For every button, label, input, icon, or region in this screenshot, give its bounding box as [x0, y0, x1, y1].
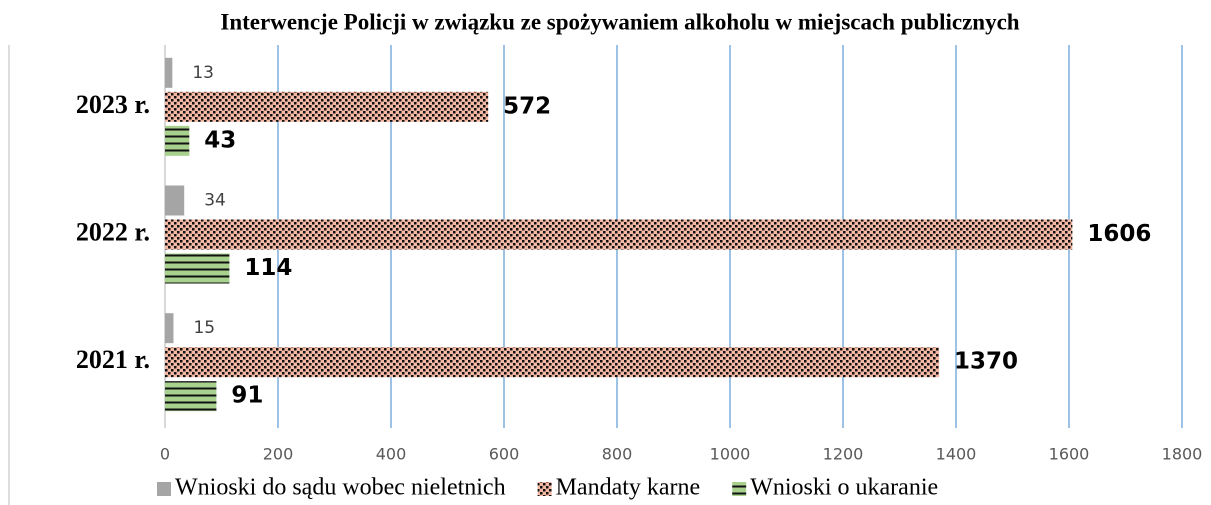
x-tick-label: 200 — [263, 445, 294, 464]
bar — [165, 185, 185, 216]
data-label: 15 — [193, 318, 215, 338]
y-tick-label: 2022 r. — [76, 217, 150, 246]
x-tick-label: 800 — [602, 445, 633, 464]
data-label: 91 — [231, 383, 263, 409]
data-label: 1606 — [1087, 221, 1151, 247]
legend-swatch — [537, 482, 552, 496]
legend-swatch — [732, 482, 747, 496]
x-tick-label: 1600 — [1049, 445, 1090, 464]
data-label: 34 — [204, 191, 226, 211]
data-label: 1370 — [954, 349, 1018, 375]
legend-label: Wnioski o ukaranie — [750, 475, 938, 501]
x-tick-label: 1400 — [936, 445, 977, 464]
x-tick-label: 600 — [489, 445, 520, 464]
y-tick-label: 2021 r. — [76, 345, 150, 374]
bar — [165, 381, 217, 412]
data-label: 572 — [503, 93, 551, 119]
x-tick-label: 400 — [376, 445, 407, 464]
bar — [165, 91, 489, 122]
x-tick-label: 1800 — [1162, 445, 1203, 464]
data-label: 43 — [204, 127, 236, 153]
legend-label: Mandaty karne — [556, 475, 701, 501]
bar — [165, 253, 230, 284]
x-tick-label: 0 — [160, 445, 170, 464]
x-tick-label: 1000 — [710, 445, 751, 464]
bar — [165, 219, 1073, 250]
data-label: 13 — [192, 63, 214, 83]
legend-swatch — [157, 482, 171, 496]
bar — [165, 313, 174, 344]
y-tick-label: 2023 r. — [76, 90, 150, 119]
x-tick-label: 1200 — [823, 445, 864, 464]
legend-label: Wnioski do sądu wobec nieletnich — [175, 475, 506, 501]
bar — [165, 125, 190, 156]
bar — [165, 347, 940, 378]
bar — [165, 57, 173, 88]
chart-title: Interwencje Policji w związku ze spożywa… — [220, 9, 1019, 34]
data-label: 114 — [244, 255, 292, 281]
